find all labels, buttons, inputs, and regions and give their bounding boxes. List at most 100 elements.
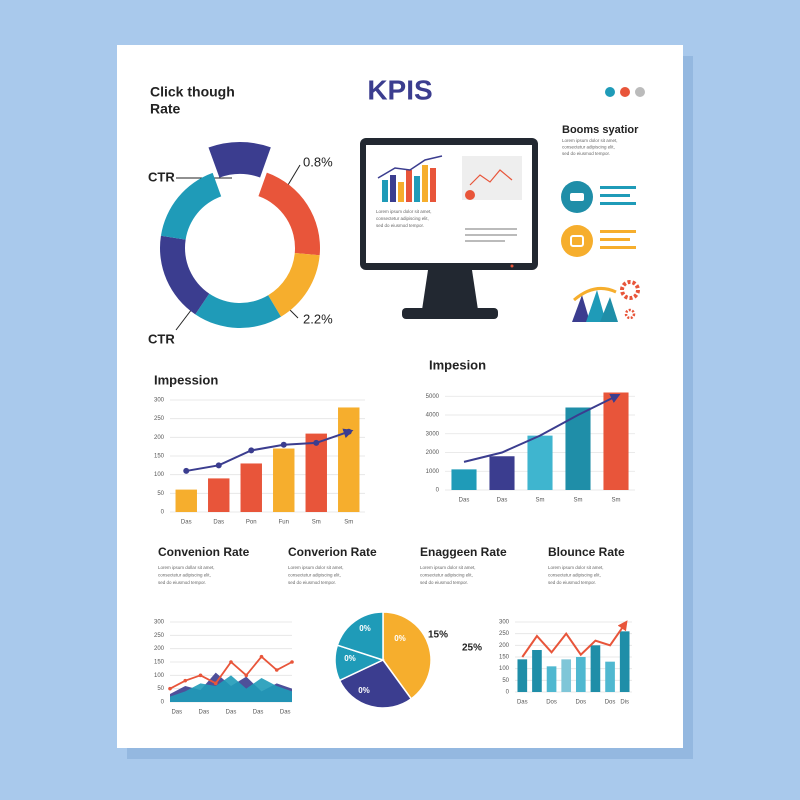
x-tick-label: Dos [546, 700, 557, 706]
subtitle: Click though [150, 84, 235, 100]
icon-line [600, 246, 636, 249]
annotation: 0% [394, 634, 406, 643]
x-tick-label: Sm [536, 498, 545, 504]
y-tick-label: 0 [161, 510, 165, 516]
mini-text [465, 234, 517, 236]
x-tick-label: Das [517, 700, 528, 706]
body-text: sed do eiusmod tempor. [158, 580, 206, 585]
x-tick-label: Dos [605, 700, 616, 706]
line-point [213, 681, 218, 686]
pie-slice [382, 611, 432, 700]
icon-line [600, 202, 636, 205]
body-text: Lorem ipsum dolor sit amet, [420, 565, 476, 570]
body-text: consectetur adipiscing elit, [548, 573, 601, 578]
side-title: Booms syatior [562, 124, 639, 136]
subtitle: Rate [150, 101, 181, 117]
y-tick-label: 1000 [426, 469, 440, 475]
line-point [248, 447, 255, 454]
bar [208, 478, 230, 512]
trend-line [463, 393, 621, 463]
y-tick-label: 100 [154, 472, 165, 478]
mini-text [465, 228, 517, 230]
body-text: consectetur adipiscing elit, [376, 216, 429, 221]
body-text: sed do eiusmod tempor. [288, 580, 336, 585]
x-tick-label: Das [181, 520, 192, 526]
body-text: consectetur adipiscing elit, [420, 573, 473, 578]
x-tick-label: Sm [574, 498, 583, 504]
bar [273, 448, 295, 512]
x-tick-label: Dos [575, 700, 586, 706]
gear [620, 280, 640, 300]
x-tick-label: Fun [279, 520, 289, 526]
y-tick-label: 150 [499, 655, 510, 661]
body-text: sed do eiusmod tempor. [562, 151, 610, 156]
y-tick-label: 200 [499, 643, 510, 649]
screen-mini-chart [377, 155, 522, 242]
trend-line [186, 428, 354, 472]
mini-bar [414, 176, 420, 202]
bar [517, 659, 528, 692]
bar [338, 407, 360, 512]
power-led [510, 264, 514, 268]
x-tick-label: Das [199, 710, 210, 716]
kpi-title: Converion Rate [288, 545, 377, 559]
x-tick-label: Dis [620, 700, 629, 706]
kpi-title: Convenion Rate [158, 545, 250, 559]
monitor-base [402, 308, 498, 319]
annotation: 15% [428, 630, 448, 641]
icon-line [600, 186, 636, 189]
dot [620, 87, 630, 97]
line-point [313, 439, 320, 446]
y-tick-label: 300 [499, 620, 510, 626]
bar [175, 489, 197, 512]
line-point [274, 668, 279, 672]
annotation: CTR [148, 169, 175, 184]
line-point [280, 441, 287, 448]
mini-line [377, 155, 443, 179]
body-text: Lorem ipsum dolor sit amet, [548, 565, 604, 570]
bar [489, 456, 515, 490]
bar-gear-icon [572, 280, 640, 322]
x-tick-label: Das [213, 520, 224, 526]
kpi-title: Enaggeen Rate [420, 545, 507, 559]
icon-shape [586, 290, 606, 322]
line-point [244, 673, 249, 678]
icon-shape [600, 297, 618, 322]
icon [570, 193, 584, 201]
dot [635, 87, 645, 97]
bar [605, 661, 615, 692]
mini-bar [430, 168, 436, 202]
x-tick-label: Sm [344, 520, 353, 526]
annotation: 0% [344, 654, 356, 663]
bar [565, 407, 591, 490]
x-tick-label: Das [459, 498, 470, 504]
line-point [229, 660, 233, 664]
bar [451, 469, 477, 490]
annotation: CTR [148, 331, 175, 346]
body-text: consectetur adipiscing elit, [562, 145, 615, 150]
y-tick-label: 50 [157, 686, 164, 692]
x-tick-label: Das [280, 710, 291, 716]
body-text: consectetur adipiscing elit, [158, 573, 211, 578]
icon-line [600, 238, 630, 241]
bar [532, 650, 542, 692]
x-tick-label: Sm [312, 520, 321, 526]
y-tick-label: 300 [154, 398, 165, 404]
x-tick-label: Das [253, 710, 264, 716]
dot [605, 87, 615, 97]
donut-segment [159, 235, 210, 315]
mini-bar [382, 180, 388, 202]
bar [590, 645, 601, 692]
bar [619, 631, 630, 692]
icon-line [600, 230, 636, 233]
y-tick-label: 0 [436, 488, 440, 494]
line-point [198, 673, 203, 678]
annotation: 0.8% [303, 154, 333, 169]
line-point [183, 467, 190, 474]
line-point [215, 462, 222, 469]
bar [603, 392, 629, 490]
area [170, 675, 292, 702]
bar [527, 435, 553, 490]
chart-title: Impesion [429, 357, 486, 372]
y-tick-label: 0 [161, 700, 165, 706]
